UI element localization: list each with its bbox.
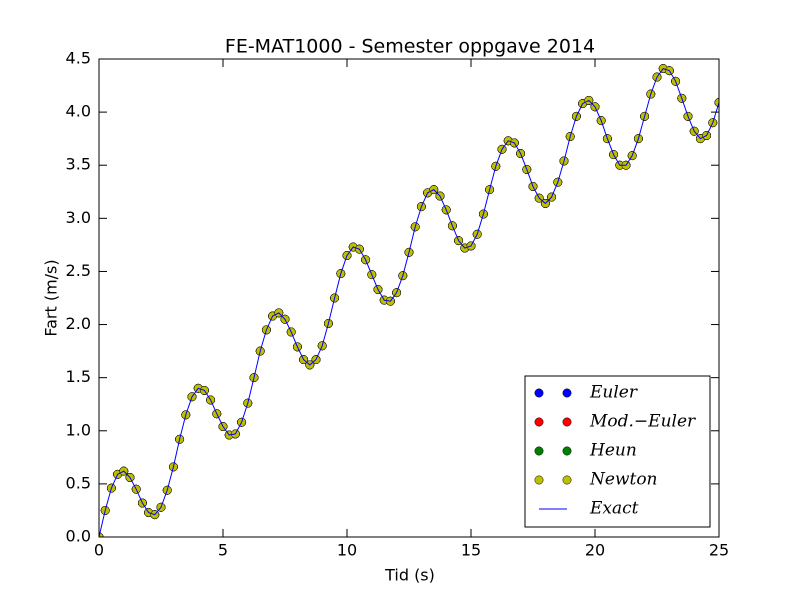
x-tick-label: 10: [337, 541, 357, 560]
legend-label: Euler: [589, 383, 638, 403]
legend-marker: [534, 475, 544, 485]
legend-marker: [534, 388, 544, 398]
y-tick-label: 4.5: [66, 49, 91, 68]
y-tick-label: 0.0: [66, 527, 91, 546]
legend-marker: [534, 417, 544, 427]
x-axis-label: Tid (s): [384, 566, 435, 585]
y-tick-label: 1.5: [66, 367, 91, 386]
legend-marker: [562, 446, 572, 456]
legend-marker: [562, 475, 572, 485]
legend-marker: [562, 417, 572, 427]
y-tick-label: 0.5: [66, 473, 91, 492]
y-tick-label: 4.0: [66, 102, 91, 121]
legend-marker: [534, 446, 544, 456]
legend-box: [524, 375, 711, 528]
legend-label: Newton: [589, 470, 658, 490]
line-series: [99, 67, 719, 537]
x-tick-label: 15: [461, 541, 481, 560]
legend-label: Mod.−Euler: [589, 412, 696, 432]
legend-marker: [562, 388, 572, 398]
y-tick-label: 2.0: [66, 314, 91, 333]
y-tick-label: 3.0: [66, 208, 91, 227]
x-tick-label: 0: [94, 541, 104, 560]
x-tick-label: 20: [585, 541, 605, 560]
legend-label: Exact: [589, 499, 639, 519]
x-tick-label: 25: [709, 541, 729, 560]
y-tick-label: 2.5: [66, 261, 91, 280]
y-axis-label: Fart (m/s): [42, 259, 61, 336]
y-tick-label: 3.5: [66, 155, 91, 174]
x-tick-label: 5: [218, 541, 228, 560]
y-tick-label: 1.0: [66, 420, 91, 439]
axes-frame: [98, 58, 720, 538]
legend-label: Heun: [589, 441, 637, 461]
chart-title: FE-MAT1000 - Semester oppgave 2014: [225, 36, 595, 58]
plot-area: [99, 64, 719, 537]
